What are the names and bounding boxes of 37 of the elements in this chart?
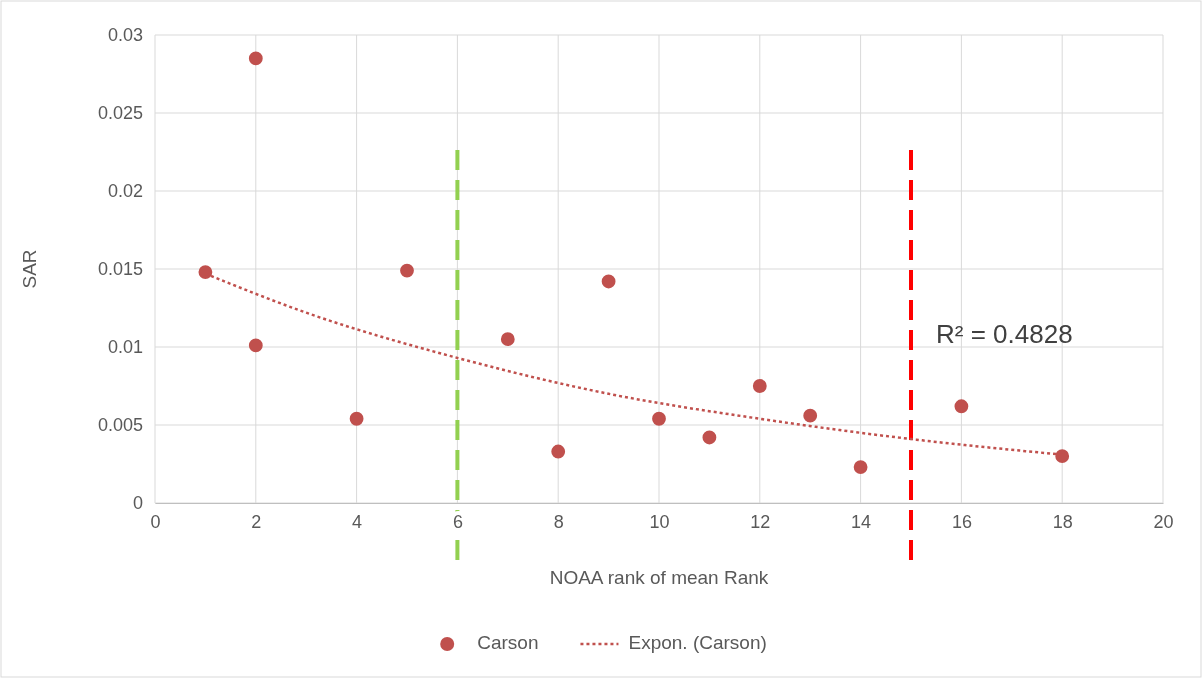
point: [551, 444, 566, 459]
point: [601, 274, 616, 289]
point: [702, 430, 717, 445]
point: [198, 265, 213, 280]
legend-label: Carson: [477, 632, 539, 654]
legend-label: Expon. (Carson): [628, 632, 767, 654]
x-tick-label: 0: [150, 511, 161, 532]
y-tick-label: 0: [132, 493, 143, 514]
x-tick-label: 20: [1153, 511, 1174, 532]
point: [954, 399, 969, 414]
point: [853, 460, 868, 475]
annotation: R² = 0.4828: [936, 318, 1073, 349]
point: [500, 332, 515, 347]
y-tick-label: 0.02: [107, 181, 143, 202]
x-tick-label: 10: [649, 511, 670, 532]
x-tick-label: 4: [352, 511, 363, 532]
y-axis-title: SAR: [19, 249, 40, 289]
x-axis-title: NOAA rank of mean Rank: [549, 567, 769, 588]
point: [652, 411, 666, 426]
point: [349, 411, 364, 426]
y-tick-label: 0.03: [107, 25, 143, 46]
x-tick-label: 12: [750, 511, 771, 532]
x-tick-label: 18: [1052, 511, 1073, 532]
y-tick-label: 0.01: [107, 337, 143, 358]
point: [1055, 449, 1070, 464]
y-tick-label: 0.005: [97, 415, 143, 436]
x-tick-label: 14: [851, 511, 872, 532]
y-tick-label: 0.025: [97, 103, 143, 124]
point: [248, 338, 263, 353]
point: [248, 51, 263, 66]
point: [803, 408, 818, 423]
x-tick-label: 16: [951, 511, 972, 532]
y-tick-label: 0.015: [97, 259, 143, 280]
x-tick-label: 2: [251, 511, 262, 532]
point: [752, 379, 767, 393]
point: [400, 263, 414, 278]
x-tick-label: 8: [553, 511, 564, 532]
